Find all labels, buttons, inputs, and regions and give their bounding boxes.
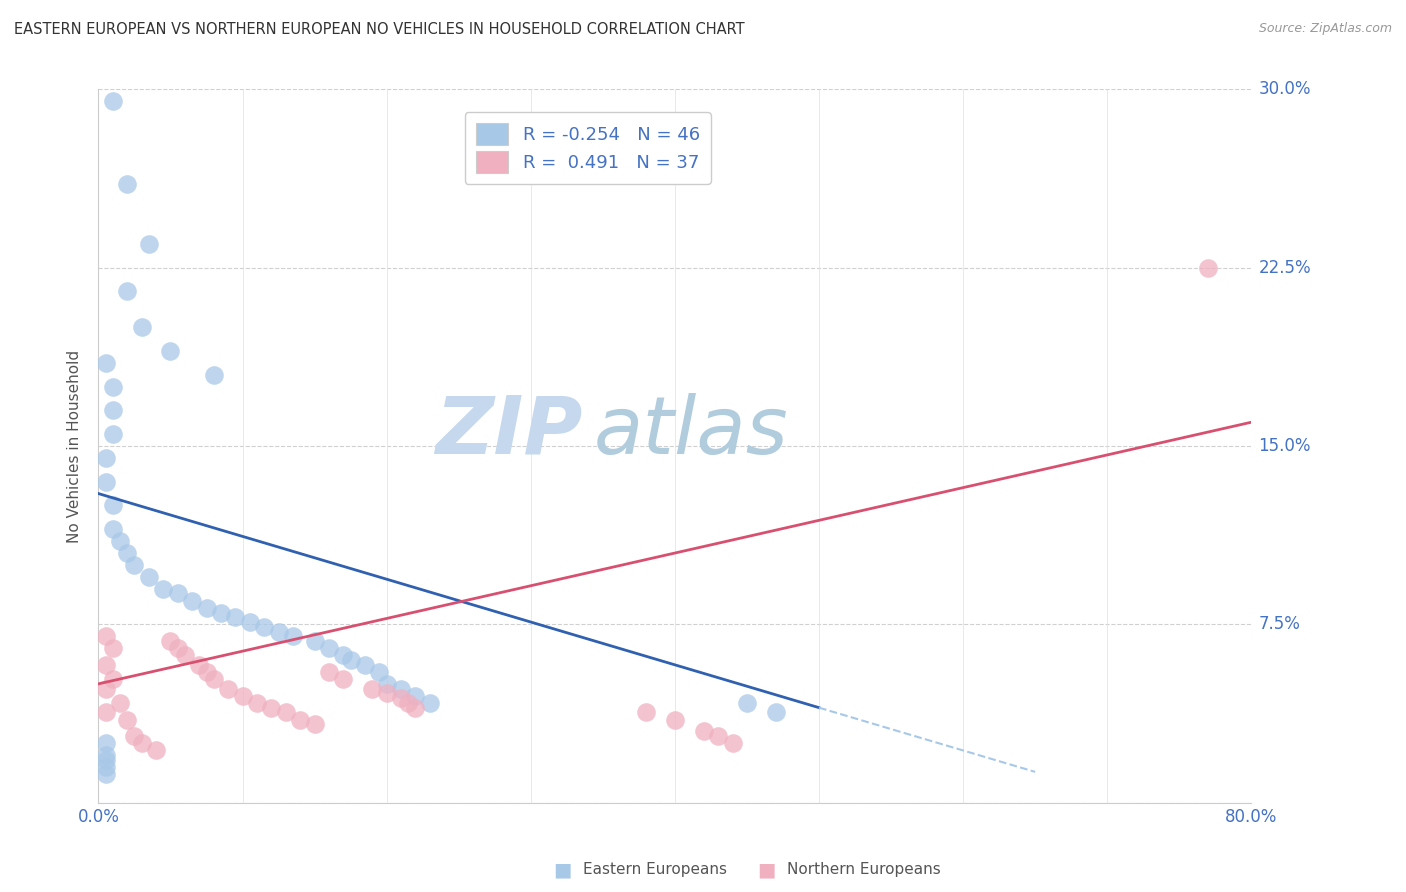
- Point: [101, 379, 124, 393]
- Point: [94, 629, 117, 643]
- Text: EASTERN EUROPEAN VS NORTHERN EUROPEAN NO VEHICLES IN HOUSEHOLD CORRELATION CHART: EASTERN EUROPEAN VS NORTHERN EUROPEAN NO…: [14, 22, 745, 37]
- Point: [131, 320, 153, 334]
- Point: [94, 450, 117, 465]
- Point: [124, 729, 146, 743]
- Point: [339, 653, 361, 667]
- Point: [101, 94, 124, 108]
- Point: [368, 665, 391, 679]
- Text: ■: ■: [756, 860, 776, 880]
- Point: [152, 582, 174, 596]
- Point: [131, 736, 153, 750]
- Point: [389, 681, 412, 696]
- Text: atlas: atlas: [595, 392, 789, 471]
- Point: [419, 696, 441, 710]
- Point: [354, 657, 377, 672]
- Point: [101, 672, 124, 686]
- Point: [361, 681, 384, 696]
- Point: [304, 634, 326, 648]
- Point: [94, 748, 117, 763]
- Text: 7.5%: 7.5%: [1258, 615, 1301, 633]
- Point: [195, 600, 218, 615]
- Point: [267, 624, 290, 639]
- Point: [166, 641, 188, 656]
- Point: [159, 343, 181, 358]
- Point: [145, 743, 167, 757]
- Point: [138, 236, 160, 251]
- Text: Source: ZipAtlas.com: Source: ZipAtlas.com: [1258, 22, 1392, 36]
- Point: [101, 403, 124, 417]
- Point: [389, 691, 412, 706]
- Point: [246, 696, 269, 710]
- Text: Eastern Europeans: Eastern Europeans: [583, 863, 727, 877]
- Point: [217, 681, 239, 696]
- Point: [124, 558, 146, 572]
- Legend: R = -0.254   N = 46, R =  0.491   N = 37: R = -0.254 N = 46, R = 0.491 N = 37: [465, 112, 710, 184]
- Point: [318, 641, 340, 656]
- Text: Northern Europeans: Northern Europeans: [787, 863, 941, 877]
- Point: [94, 736, 117, 750]
- Point: [707, 729, 730, 743]
- Point: [721, 736, 744, 750]
- Point: [405, 700, 427, 714]
- Point: [94, 767, 117, 781]
- Point: [174, 648, 197, 663]
- Point: [101, 427, 124, 442]
- Point: [1197, 260, 1219, 275]
- Point: [274, 706, 297, 720]
- Point: [117, 546, 138, 560]
- Text: ZIP: ZIP: [436, 392, 582, 471]
- Point: [735, 696, 758, 710]
- Point: [260, 700, 283, 714]
- Point: [94, 760, 117, 774]
- Point: [94, 681, 117, 696]
- Point: [375, 686, 398, 700]
- Point: [202, 672, 225, 686]
- Point: [94, 475, 117, 489]
- Text: 22.5%: 22.5%: [1258, 259, 1310, 277]
- Point: [281, 629, 304, 643]
- Point: [108, 696, 131, 710]
- Point: [636, 706, 658, 720]
- Text: ■: ■: [553, 860, 572, 880]
- Text: 15.0%: 15.0%: [1258, 437, 1310, 455]
- Point: [117, 285, 138, 299]
- Point: [101, 499, 124, 513]
- Point: [405, 689, 427, 703]
- Point: [202, 368, 225, 382]
- Point: [94, 753, 117, 767]
- Point: [253, 620, 276, 634]
- Point: [239, 615, 262, 629]
- Point: [94, 356, 117, 370]
- Point: [765, 706, 787, 720]
- Point: [209, 606, 232, 620]
- Point: [396, 696, 419, 710]
- Point: [664, 713, 686, 727]
- Point: [108, 534, 131, 549]
- Point: [117, 178, 138, 192]
- Point: [138, 570, 160, 584]
- Point: [195, 665, 218, 679]
- Point: [332, 672, 354, 686]
- Point: [181, 593, 204, 607]
- Point: [375, 677, 398, 691]
- Point: [101, 641, 124, 656]
- Point: [304, 717, 326, 731]
- Point: [290, 713, 312, 727]
- Point: [332, 648, 354, 663]
- Point: [166, 586, 188, 600]
- Point: [101, 522, 124, 536]
- Point: [188, 657, 211, 672]
- Point: [318, 665, 340, 679]
- Point: [117, 713, 138, 727]
- Y-axis label: No Vehicles in Household: No Vehicles in Household: [67, 350, 83, 542]
- Point: [94, 706, 117, 720]
- Point: [159, 634, 181, 648]
- Point: [94, 657, 117, 672]
- Text: 30.0%: 30.0%: [1258, 80, 1310, 98]
- Point: [231, 689, 254, 703]
- Point: [693, 724, 716, 739]
- Point: [224, 610, 246, 624]
